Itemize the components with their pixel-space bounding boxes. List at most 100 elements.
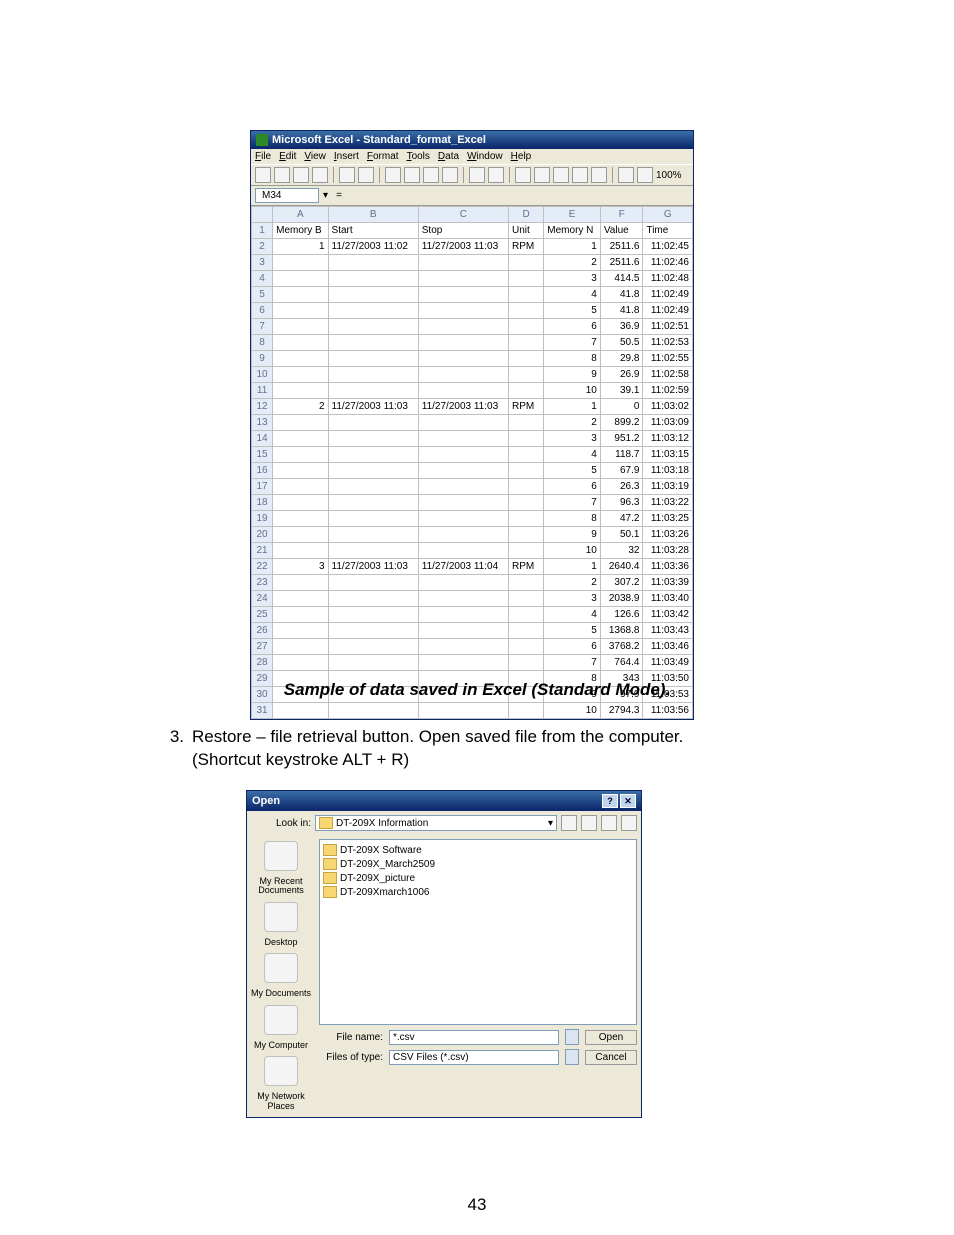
cell[interactable]: 1368.8 — [600, 623, 643, 639]
col-header-A[interactable]: A — [273, 207, 328, 223]
help-icon[interactable]: ? — [602, 794, 618, 808]
folder-item[interactable]: DT-209X_March2509 — [323, 857, 633, 871]
cell[interactable]: 29.8 — [600, 351, 643, 367]
row-header[interactable]: 14 — [252, 431, 273, 447]
cell[interactable] — [273, 335, 328, 351]
cell[interactable] — [509, 463, 544, 479]
cell[interactable]: 11:02:45 — [643, 239, 693, 255]
cell[interactable]: 951.2 — [600, 431, 643, 447]
cell[interactable] — [328, 255, 418, 271]
cell[interactable]: 6 — [544, 639, 601, 655]
folder-item[interactable]: DT-209X Software — [323, 843, 633, 857]
cell[interactable] — [418, 303, 508, 319]
cell[interactable]: Time — [643, 223, 693, 239]
up-icon[interactable] — [581, 815, 597, 831]
cell[interactable] — [328, 479, 418, 495]
cell[interactable] — [418, 415, 508, 431]
cell[interactable]: 118.7 — [600, 447, 643, 463]
col-header-C[interactable]: C — [418, 207, 508, 223]
cell[interactable] — [509, 703, 544, 719]
cell[interactable]: 11/27/2003 11:02 — [328, 239, 418, 255]
cell[interactable]: 1 — [544, 399, 601, 415]
place-icon[interactable] — [264, 1056, 298, 1086]
close-icon[interactable]: ✕ — [620, 794, 636, 808]
menu-file[interactable]: File — [255, 151, 271, 162]
col-header-F[interactable]: F — [600, 207, 643, 223]
open-button[interactable]: Open — [585, 1030, 637, 1045]
cell[interactable] — [273, 271, 328, 287]
cell[interactable]: 32 — [600, 543, 643, 559]
cell[interactable]: Unit — [509, 223, 544, 239]
cell[interactable]: 11:03:25 — [643, 511, 693, 527]
cell[interactable]: 11:03:12 — [643, 431, 693, 447]
place-icon[interactable] — [264, 1005, 298, 1035]
cell[interactable] — [418, 623, 508, 639]
sort-desc-icon[interactable] — [591, 167, 607, 183]
cell[interactable] — [509, 479, 544, 495]
place-icon[interactable] — [264, 953, 298, 983]
cell[interactable]: 11/27/2003 11:03 — [418, 399, 508, 415]
cell[interactable]: 8 — [544, 511, 601, 527]
cell[interactable]: 2038.9 — [600, 591, 643, 607]
cell[interactable] — [418, 335, 508, 351]
cell[interactable] — [509, 431, 544, 447]
cell[interactable]: 1 — [544, 559, 601, 575]
cell[interactable]: 26.3 — [600, 479, 643, 495]
cell[interactable]: Memory N — [544, 223, 601, 239]
cell[interactable] — [509, 351, 544, 367]
cell[interactable] — [509, 639, 544, 655]
cell[interactable] — [509, 655, 544, 671]
cell[interactable]: 11/27/2003 11:03 — [328, 399, 418, 415]
row-header[interactable]: 1 — [252, 223, 273, 239]
cell[interactable]: 11:02:48 — [643, 271, 693, 287]
cell[interactable] — [328, 367, 418, 383]
row-header[interactable]: 13 — [252, 415, 273, 431]
cell[interactable]: RPM — [509, 399, 544, 415]
cell[interactable]: 0 — [600, 399, 643, 415]
cell[interactable]: 11/27/2003 11:03 — [418, 239, 508, 255]
cell[interactable]: 2511.6 — [600, 239, 643, 255]
cell[interactable]: 50.5 — [600, 335, 643, 351]
cell[interactable] — [418, 479, 508, 495]
cell[interactable]: 11:02:49 — [643, 287, 693, 303]
cell[interactable]: 50.1 — [600, 527, 643, 543]
cell[interactable]: 10 — [544, 703, 601, 719]
cell[interactable]: 7 — [544, 335, 601, 351]
cell[interactable]: 4 — [544, 287, 601, 303]
cell[interactable]: RPM — [509, 559, 544, 575]
cell[interactable]: 11:03:36 — [643, 559, 693, 575]
cell[interactable] — [418, 319, 508, 335]
cell[interactable] — [273, 287, 328, 303]
cell[interactable] — [418, 351, 508, 367]
row-header[interactable]: 10 — [252, 367, 273, 383]
cell[interactable] — [509, 543, 544, 559]
cell[interactable] — [418, 463, 508, 479]
cell[interactable]: 11:03:19 — [643, 479, 693, 495]
cell[interactable] — [509, 271, 544, 287]
cell[interactable]: Stop — [418, 223, 508, 239]
cell[interactable]: 11:02:53 — [643, 335, 693, 351]
cell[interactable] — [509, 447, 544, 463]
cell[interactable] — [418, 287, 508, 303]
cell[interactable] — [273, 511, 328, 527]
cell[interactable] — [509, 623, 544, 639]
cell[interactable]: 11:03:40 — [643, 591, 693, 607]
row-header[interactable]: 8 — [252, 335, 273, 351]
cell[interactable] — [328, 271, 418, 287]
row-header[interactable]: 9 — [252, 351, 273, 367]
cell[interactable]: 5 — [544, 463, 601, 479]
place-icon[interactable] — [264, 841, 298, 871]
cell[interactable]: 11:03:39 — [643, 575, 693, 591]
cell[interactable] — [418, 607, 508, 623]
paste-icon[interactable] — [423, 167, 439, 183]
cell[interactable]: 11:02:51 — [643, 319, 693, 335]
zoom-value[interactable]: 100% — [656, 170, 682, 181]
cell[interactable] — [328, 607, 418, 623]
chart-icon[interactable] — [618, 167, 634, 183]
cell[interactable] — [273, 383, 328, 399]
cell[interactable] — [509, 527, 544, 543]
cell[interactable] — [418, 591, 508, 607]
cell[interactable] — [328, 591, 418, 607]
newfolder-icon[interactable] — [601, 815, 617, 831]
cell[interactable] — [509, 335, 544, 351]
